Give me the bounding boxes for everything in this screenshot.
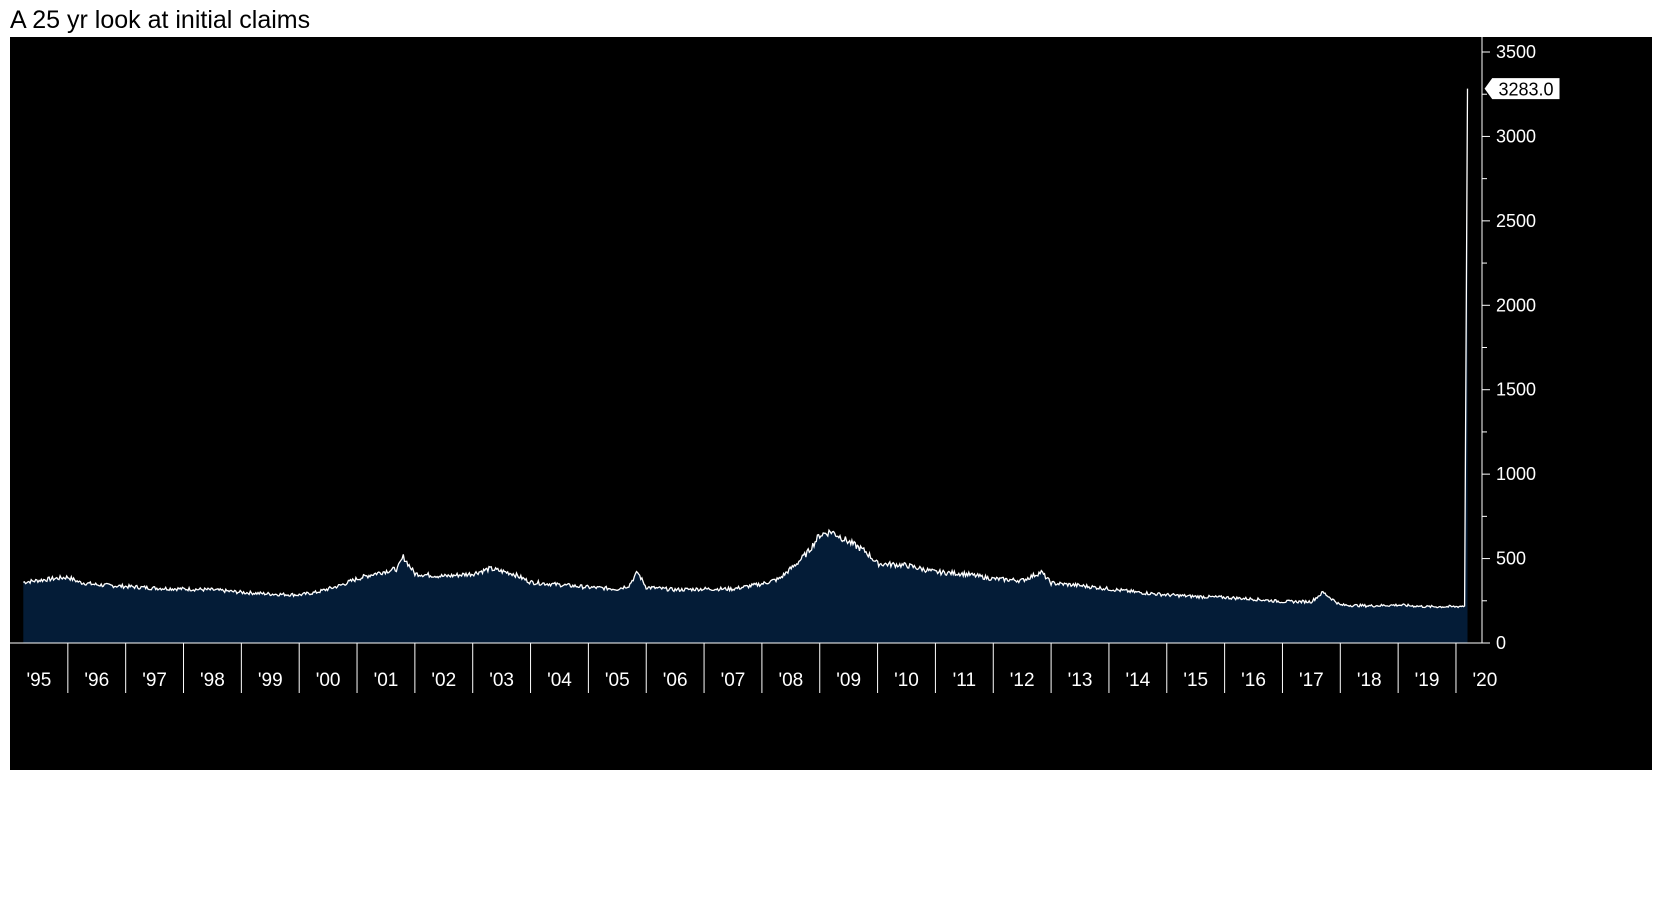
- y-tick-label: 3000: [1496, 126, 1536, 146]
- chart-title: A 25 yr look at initial claims: [10, 6, 311, 34]
- chart-canvas: 0 500 1000 1500 2000 2500 3000 3500 '95 '96 '97 '98…: [10, 37, 1561, 693]
- footer-timestamp: 26-Mar-2020 08:36:39: [1453, 784, 1658, 804]
- x-tick-label: '15: [1183, 670, 1208, 691]
- x-tick-label: '17: [1299, 670, 1324, 691]
- y-tick-label: 0: [1496, 633, 1506, 653]
- x-tick-label: '08: [778, 670, 803, 691]
- x-tick-label: '99: [258, 670, 283, 691]
- chart-footer: INJCJC Index (US Initial Jobless Claims …: [20, 781, 1662, 807]
- x-tick-label: '18: [1357, 670, 1382, 691]
- x-tick-label: '01: [374, 670, 399, 691]
- x-tick-label: '06: [663, 670, 688, 691]
- x-tick-label: '97: [142, 670, 167, 691]
- last-value-marker: [1483, 77, 1561, 101]
- y-tick-label: 3500: [1496, 42, 1536, 62]
- x-tick-label: '07: [721, 670, 746, 691]
- footer-copyright: Copyright© 2020 Bloomberg Finance L.P.: [915, 784, 1304, 804]
- x-tick-label: '96: [84, 670, 109, 691]
- y-tick-label: 1000: [1496, 464, 1536, 484]
- series-area: [23, 88, 1468, 644]
- x-tick-label: '12: [1010, 670, 1035, 691]
- x-tick-label: '10: [894, 670, 919, 691]
- chart-panel: 0 500 1000 1500 2000 2500 3000 3500 '95 '96 '97 '98…: [10, 37, 1658, 804]
- x-tick-label: '09: [836, 670, 861, 691]
- y-tick-label: 1500: [1496, 380, 1536, 400]
- x-tick-label: '95: [27, 670, 52, 691]
- x-tick-label: '05: [605, 670, 630, 691]
- x-tick-label: '11: [953, 670, 976, 691]
- x-tick-label: '03: [489, 670, 514, 691]
- series-line: [23, 88, 1469, 609]
- footer-series-description: INJCJC Index (US Initial Jobless Claims …: [24, 784, 751, 804]
- x-tick-label: '00: [316, 670, 341, 691]
- x-tick-label: '20: [1473, 670, 1498, 691]
- last-value-label: 3283.0: [1498, 80, 1553, 100]
- x-tick-label: '04: [547, 670, 572, 691]
- x-tick-label: '98: [200, 670, 225, 691]
- x-tick-label: '16: [1241, 670, 1266, 691]
- y-tick-label: 500: [1496, 549, 1526, 569]
- x-tick-label: '13: [1068, 670, 1093, 691]
- x-tick-label: '14: [1125, 670, 1150, 691]
- x-tick-label: '02: [431, 670, 456, 691]
- x-tick-label: '19: [1415, 670, 1440, 691]
- y-tick-label: 2000: [1496, 295, 1536, 315]
- y-tick-label: 2500: [1496, 211, 1536, 231]
